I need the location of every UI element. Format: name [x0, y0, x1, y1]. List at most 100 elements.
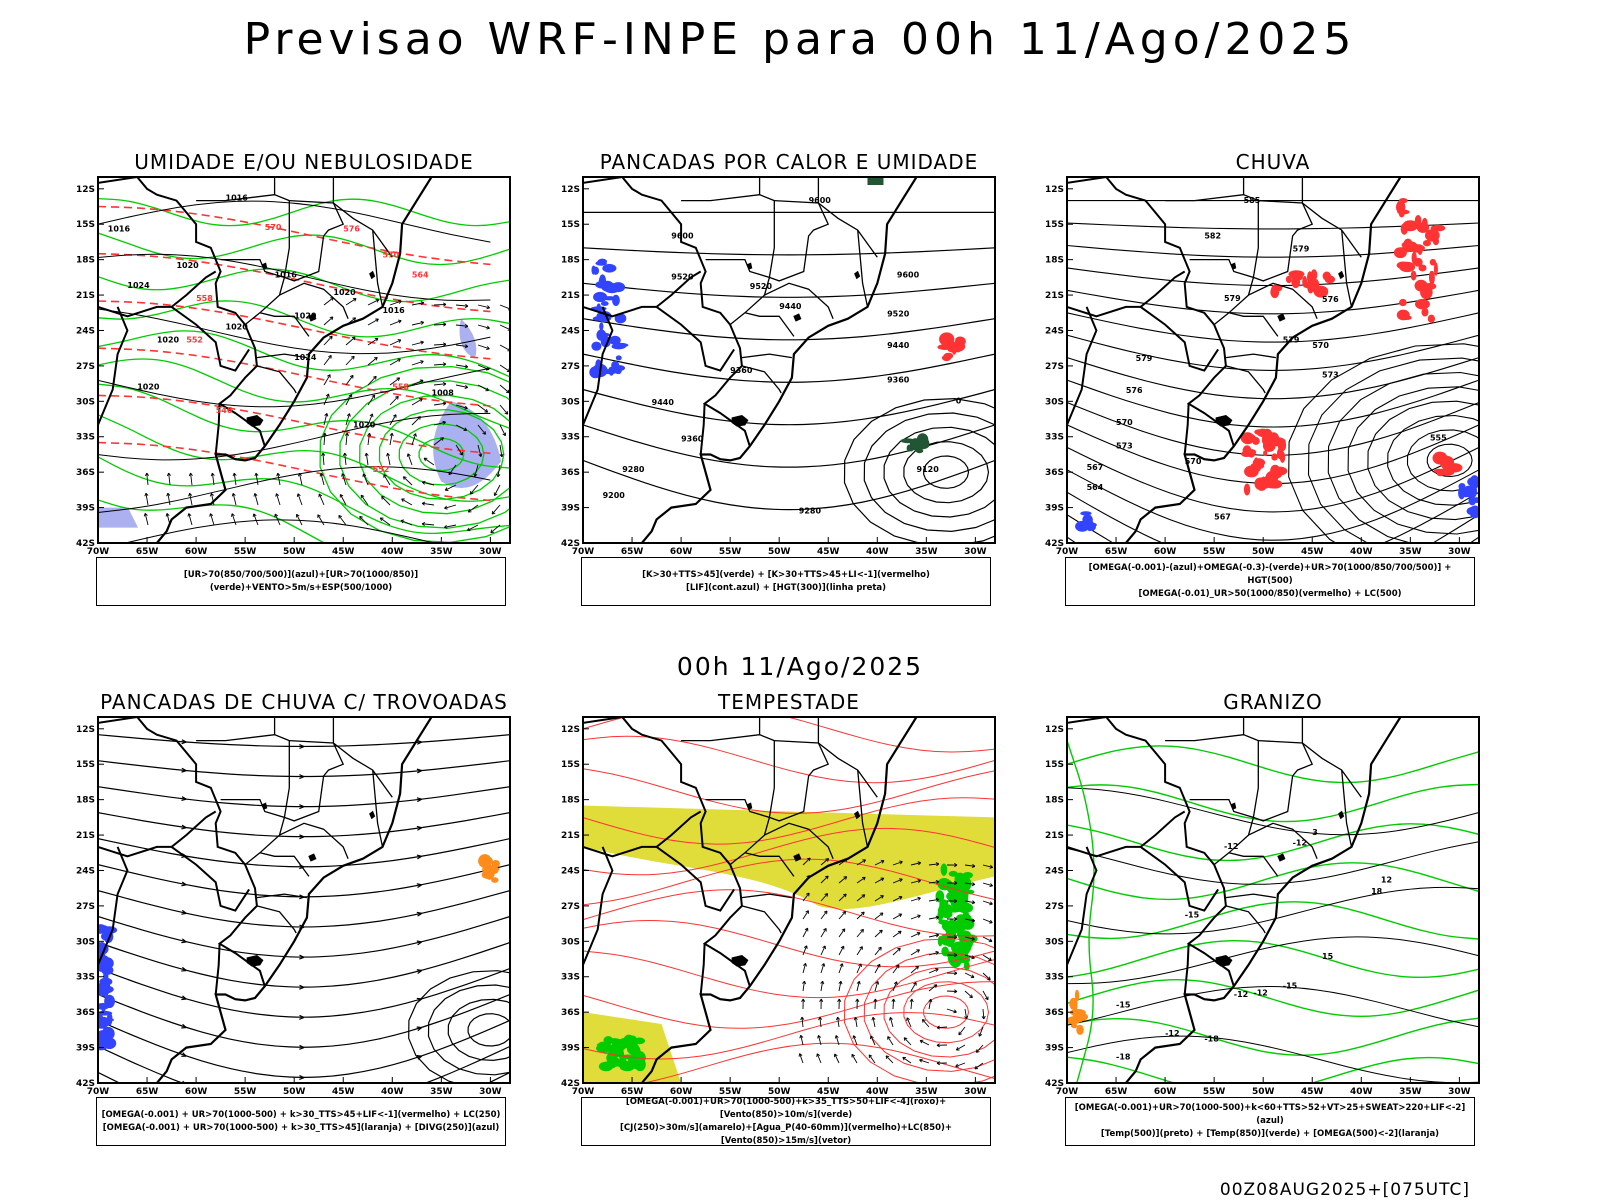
lat-tick-label: 18S	[1045, 256, 1064, 266]
state-border	[372, 230, 384, 308]
lat-tick-label: 36S	[1045, 1008, 1064, 1018]
panel-legend: [OMEGA(-0.001)-(azul)+OMEGA(-0.3)-(verde…	[1065, 557, 1475, 606]
lat-tick-label: 30S	[76, 397, 95, 407]
lon-tick-label: 40W	[866, 547, 889, 557]
country-border	[171, 306, 250, 372]
lat-tick-label: 36S	[76, 468, 95, 478]
lat-tick-label: 24S	[1045, 326, 1064, 336]
country-border	[171, 846, 250, 912]
lat-tick-label: 27S	[76, 902, 95, 912]
main-title: Previsao WRF-INPE para 00h 11/Ago/2025	[243, 14, 1357, 65]
map-panel-1: UMIDADE E/OU NEBULOSIDADE 1016 1016 1020 102…	[68, 150, 568, 630]
state-border	[220, 200, 290, 279]
lat-tick-label: 15S	[561, 760, 580, 770]
lat-tick-label: 15S	[76, 760, 95, 770]
lon-tick-label: 55W	[719, 547, 742, 557]
lat-tick-label: 39S	[1045, 1044, 1064, 1054]
country-border	[214, 403, 221, 455]
state-border	[769, 199, 830, 282]
lon-tick-label: 50W	[1252, 547, 1275, 557]
lon-tick-label: 35W	[1399, 1087, 1422, 1097]
lat-tick-label: 12S	[561, 185, 580, 195]
coastline	[1125, 177, 1402, 543]
state-border	[705, 740, 775, 819]
lon-tick-label: 65W	[136, 1087, 159, 1097]
forecast-map: 1016 1016 1020 1024 1020 1020 1016 1020 1016 1008…	[76, 176, 511, 557]
state-border	[1165, 734, 1259, 742]
isoline-label: 1016	[108, 224, 131, 233]
lon-tick-label: 55W	[1203, 547, 1226, 557]
lat-tick-label: 39S	[561, 504, 580, 514]
lat-tick-label: 15S	[1045, 760, 1064, 770]
isoline-label: 567	[1087, 463, 1104, 472]
state-border	[764, 822, 834, 859]
isoline-label: 579	[1136, 354, 1153, 363]
country-border	[1139, 810, 1186, 848]
isoline-label: 1024	[127, 281, 150, 290]
lat-tick-label: 21S	[76, 291, 95, 301]
isoline-label: 9520	[671, 273, 694, 282]
lon-tick-label: 35W	[430, 1087, 453, 1097]
isoline-label: 9280	[622, 465, 645, 474]
lon-tick-label: 40W	[381, 1087, 404, 1097]
country-border	[1140, 846, 1219, 912]
state-border	[744, 852, 795, 877]
forecast-map: 9600 9600 9520 9600 9520 9520 9440 9440 9360 9440…	[561, 176, 996, 557]
lon-tick-label: 65W	[621, 547, 644, 557]
state-border	[857, 230, 869, 308]
lat-tick-label: 15S	[1045, 220, 1064, 230]
isoline-label: 567	[1214, 512, 1231, 521]
legend-line: [OMEGA(-0.001)+UR>70(1000-500)+k>35_TTS>…	[625, 1096, 947, 1120]
state-border	[196, 194, 290, 202]
lat-tick-label: 18S	[76, 256, 95, 266]
state-border	[1228, 852, 1279, 877]
isoline-label: 9360	[681, 434, 704, 443]
state-border	[818, 202, 878, 258]
lon-tick-label: 50W	[768, 1087, 791, 1097]
legend-line: [OMEGA(-0.001)+UR>70(1000-500)+k<60+TTS>…	[1074, 1103, 1466, 1126]
state-border	[1189, 200, 1259, 279]
lake	[854, 270, 861, 280]
panel-legend: [OMEGA(-0.001)+UR>70(1000-500)+k<60+TTS>…	[1065, 1097, 1475, 1146]
isoline-label: 570	[1312, 341, 1329, 350]
isoline-label: -12	[1234, 990, 1248, 999]
lat-tick-label: 12S	[561, 725, 580, 735]
lat-tick-label: 33S	[76, 433, 95, 443]
forecast-map: 585 582 579 579 576 570 573 579 576 570 573 567 564 5…	[1045, 176, 1480, 557]
state-border	[741, 365, 782, 394]
lon-tick-label: 70W	[572, 547, 595, 557]
state-border	[256, 365, 297, 394]
state-border	[1341, 770, 1353, 848]
lat-tick-label: 21S	[561, 831, 580, 841]
lat-tick-label: 12S	[1045, 185, 1064, 195]
isoline-label: 1020	[226, 322, 249, 331]
panel-title: TEMPESTADE	[718, 690, 860, 714]
lat-tick-label: 24S	[1045, 866, 1064, 876]
lake	[308, 313, 317, 322]
isoline-label: 552	[186, 335, 203, 344]
lat-tick-label: 30S	[561, 397, 580, 407]
country-border	[656, 306, 735, 372]
state-border	[741, 893, 792, 899]
state-border	[256, 905, 297, 934]
panel-legend: [OMEGA(-0.001) + UR>70(1000-500) + k>30_…	[96, 1097, 506, 1146]
lon-tick-label: 30W	[1448, 547, 1471, 557]
panel-legend: [OMEGA(-0.001)+UR>70(1000-500)+k>35_TTS>…	[581, 1097, 991, 1146]
lat-tick-label: 27S	[561, 902, 580, 912]
country-border	[214, 943, 221, 995]
isoline-label: -15	[1185, 911, 1200, 920]
state-border	[1189, 740, 1259, 819]
lat-tick-label: 18S	[561, 256, 580, 266]
lat-tick-label: 12S	[76, 725, 95, 735]
state-border	[818, 742, 878, 798]
panel-legend: [UR>70(850/700/500)](azul)+[UR>70(1000/8…	[96, 557, 506, 606]
state-border	[1225, 893, 1276, 899]
lon-tick-label: 30W	[964, 1087, 987, 1097]
lon-tick-label: 60W	[185, 547, 208, 557]
isoline-label: -15	[1283, 982, 1298, 991]
lon-tick-label: 40W	[1350, 1087, 1373, 1097]
country-border	[98, 846, 129, 1041]
state-border	[1248, 822, 1318, 859]
isoline-label: 570	[1116, 418, 1133, 427]
lon-tick-label: 50W	[768, 547, 791, 557]
